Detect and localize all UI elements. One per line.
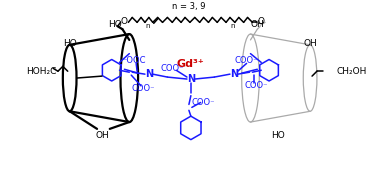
Text: Gd³⁺: Gd³⁺: [177, 59, 205, 69]
Text: CH₂OH: CH₂OH: [336, 67, 367, 76]
Text: n: n: [231, 23, 235, 29]
Text: n = 3, 9: n = 3, 9: [172, 2, 206, 11]
Text: N: N: [145, 69, 153, 79]
Text: HO: HO: [63, 39, 77, 48]
Text: ⁻OOC: ⁻OOC: [122, 56, 146, 65]
Text: OH: OH: [303, 39, 317, 48]
Text: OH: OH: [95, 131, 109, 140]
Text: COO⁻: COO⁻: [131, 84, 155, 93]
Text: N: N: [230, 69, 238, 79]
Text: O: O: [121, 17, 128, 26]
Text: COO⁻: COO⁻: [235, 56, 258, 65]
Text: HOH₂C: HOH₂C: [26, 67, 56, 76]
Text: COO⁻: COO⁻: [192, 98, 215, 107]
Text: COO⁻: COO⁻: [245, 81, 268, 90]
Text: OH: OH: [251, 20, 264, 29]
Text: O: O: [258, 17, 265, 26]
Text: HO: HO: [271, 131, 285, 140]
Text: N: N: [187, 74, 195, 84]
Text: n: n: [146, 23, 150, 29]
Text: HO: HO: [108, 20, 121, 29]
Text: COO⁻: COO⁻: [161, 64, 184, 73]
